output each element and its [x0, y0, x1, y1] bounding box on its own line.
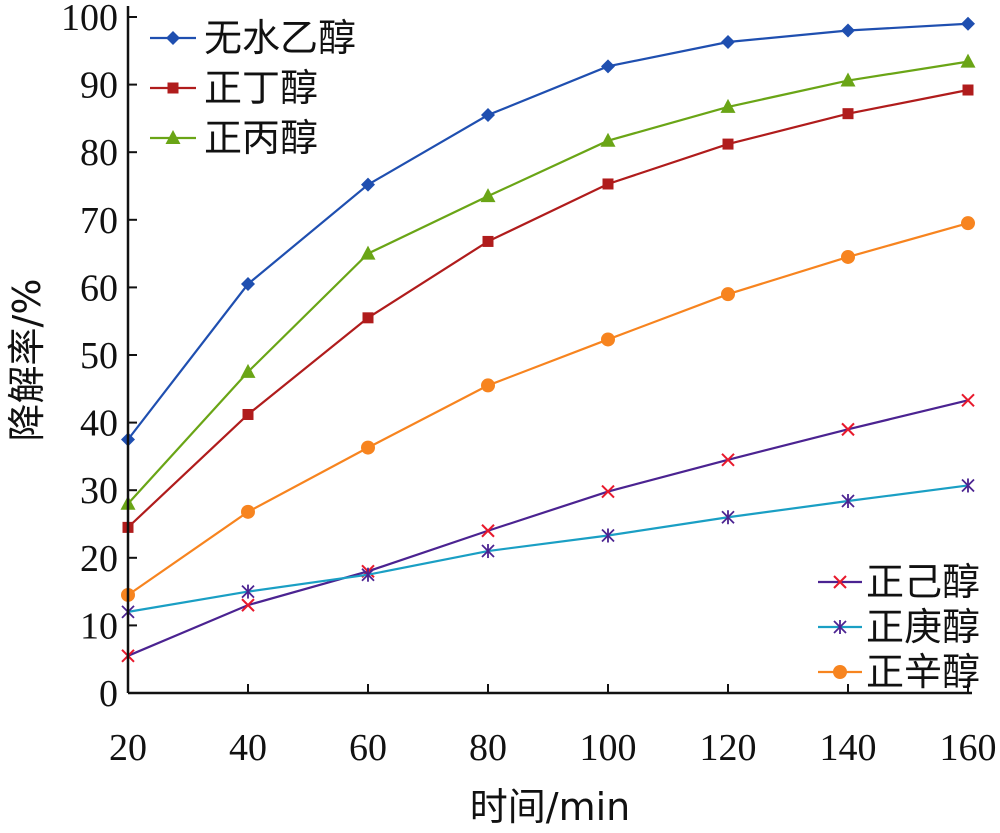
data-point [602, 178, 614, 190]
legend-marker [833, 665, 847, 679]
ticks: 20 40 60 80 100 120 140 160 0 10 20 30 40 50 60 70 80 90 1… [61, 0, 997, 769]
legend-label: 正辛醇 [866, 650, 980, 694]
x-tick-label: 120 [700, 727, 757, 769]
data-point [962, 84, 974, 96]
data-point [961, 16, 975, 31]
data-point [961, 478, 975, 493]
series-line [127, 88, 969, 529]
x-tick-label: 140 [820, 727, 877, 769]
x-tick-label: 20 [109, 727, 147, 769]
legend-marker [833, 620, 847, 634]
series-line [127, 222, 969, 596]
data-point [481, 544, 495, 559]
legend-marker [165, 130, 181, 144]
data-point [841, 23, 855, 38]
legend-entry: 正丁醇 [150, 66, 318, 110]
legend-entry: 正己醇 [818, 560, 980, 604]
data-point [481, 524, 495, 538]
data-point [720, 98, 736, 113]
data-point [721, 453, 735, 467]
data-point [242, 408, 254, 420]
y-tick-label: 40 [80, 403, 118, 445]
data-point [481, 378, 495, 393]
data-point [842, 108, 854, 120]
data-point [360, 245, 376, 260]
x-tick-label: 40 [229, 727, 267, 769]
data-point [721, 35, 735, 50]
legend-entry: 无水乙醇 [150, 16, 356, 60]
legend-entry: 正丙醇 [150, 116, 318, 160]
legend-label: 正丁醇 [204, 66, 318, 110]
data-point [601, 332, 615, 347]
y-tick-label: 100 [61, 0, 118, 39]
series-line [127, 484, 969, 613]
x-tick-label: 100 [580, 727, 637, 769]
y-tick-label: 90 [80, 65, 118, 107]
legend-marker [166, 31, 180, 45]
legend-marker [167, 82, 179, 94]
x-axis-title: 时间/min [470, 785, 630, 829]
data-point [361, 177, 375, 192]
data-point [241, 584, 255, 599]
series-line [127, 60, 969, 505]
series-line [127, 22, 969, 441]
data-point [241, 598, 255, 612]
data-point [722, 138, 734, 150]
y-tick-label: 0 [99, 673, 118, 715]
data-point [840, 72, 856, 87]
y-tick-label: 20 [80, 538, 118, 580]
data-point [241, 504, 255, 519]
data-point [240, 363, 256, 378]
data-point [480, 188, 496, 203]
data-point [481, 108, 495, 123]
y-tick-label: 10 [80, 605, 118, 647]
data-point [601, 528, 615, 543]
data-point [960, 53, 976, 68]
legend-marker [833, 575, 847, 589]
legend-label: 正庚醇 [866, 605, 980, 649]
x-tick-label: 80 [469, 727, 507, 769]
y-tick-label: 80 [80, 132, 118, 174]
data-point [961, 393, 975, 407]
data-point [362, 312, 374, 324]
series-1 [121, 16, 975, 447]
series-layer [120, 16, 976, 663]
legend-label: 无水乙醇 [204, 16, 356, 60]
data-point [841, 494, 855, 509]
data-point [361, 567, 375, 582]
legend-label: 正己醇 [866, 560, 980, 604]
series-5 [121, 478, 975, 619]
data-point [600, 132, 616, 147]
data-point [841, 249, 855, 264]
data-point [601, 59, 615, 74]
y-tick-label: 60 [80, 267, 118, 309]
data-point [601, 484, 615, 499]
x-tick-label: 60 [349, 727, 387, 769]
series-3 [120, 53, 976, 510]
data-point [721, 510, 735, 525]
legend-entry: 正庚醇 [818, 605, 980, 649]
data-point [241, 277, 255, 292]
data-point [961, 216, 975, 231]
legend-label: 正丙醇 [204, 116, 318, 160]
y-axis-title: 降解率/% [5, 279, 49, 442]
data-point [721, 287, 735, 302]
legend-entry: 正辛醇 [818, 650, 980, 694]
series-line [127, 399, 969, 657]
series-4 [121, 393, 975, 663]
axes [126, 6, 972, 695]
y-tick-label: 50 [80, 335, 118, 377]
data-point [841, 422, 855, 437]
y-tick-label: 70 [80, 200, 118, 242]
y-tick-label: 30 [80, 470, 118, 512]
data-point [482, 235, 494, 247]
series-6 [121, 216, 975, 602]
data-point [361, 440, 375, 455]
x-tick-label: 160 [940, 727, 997, 769]
